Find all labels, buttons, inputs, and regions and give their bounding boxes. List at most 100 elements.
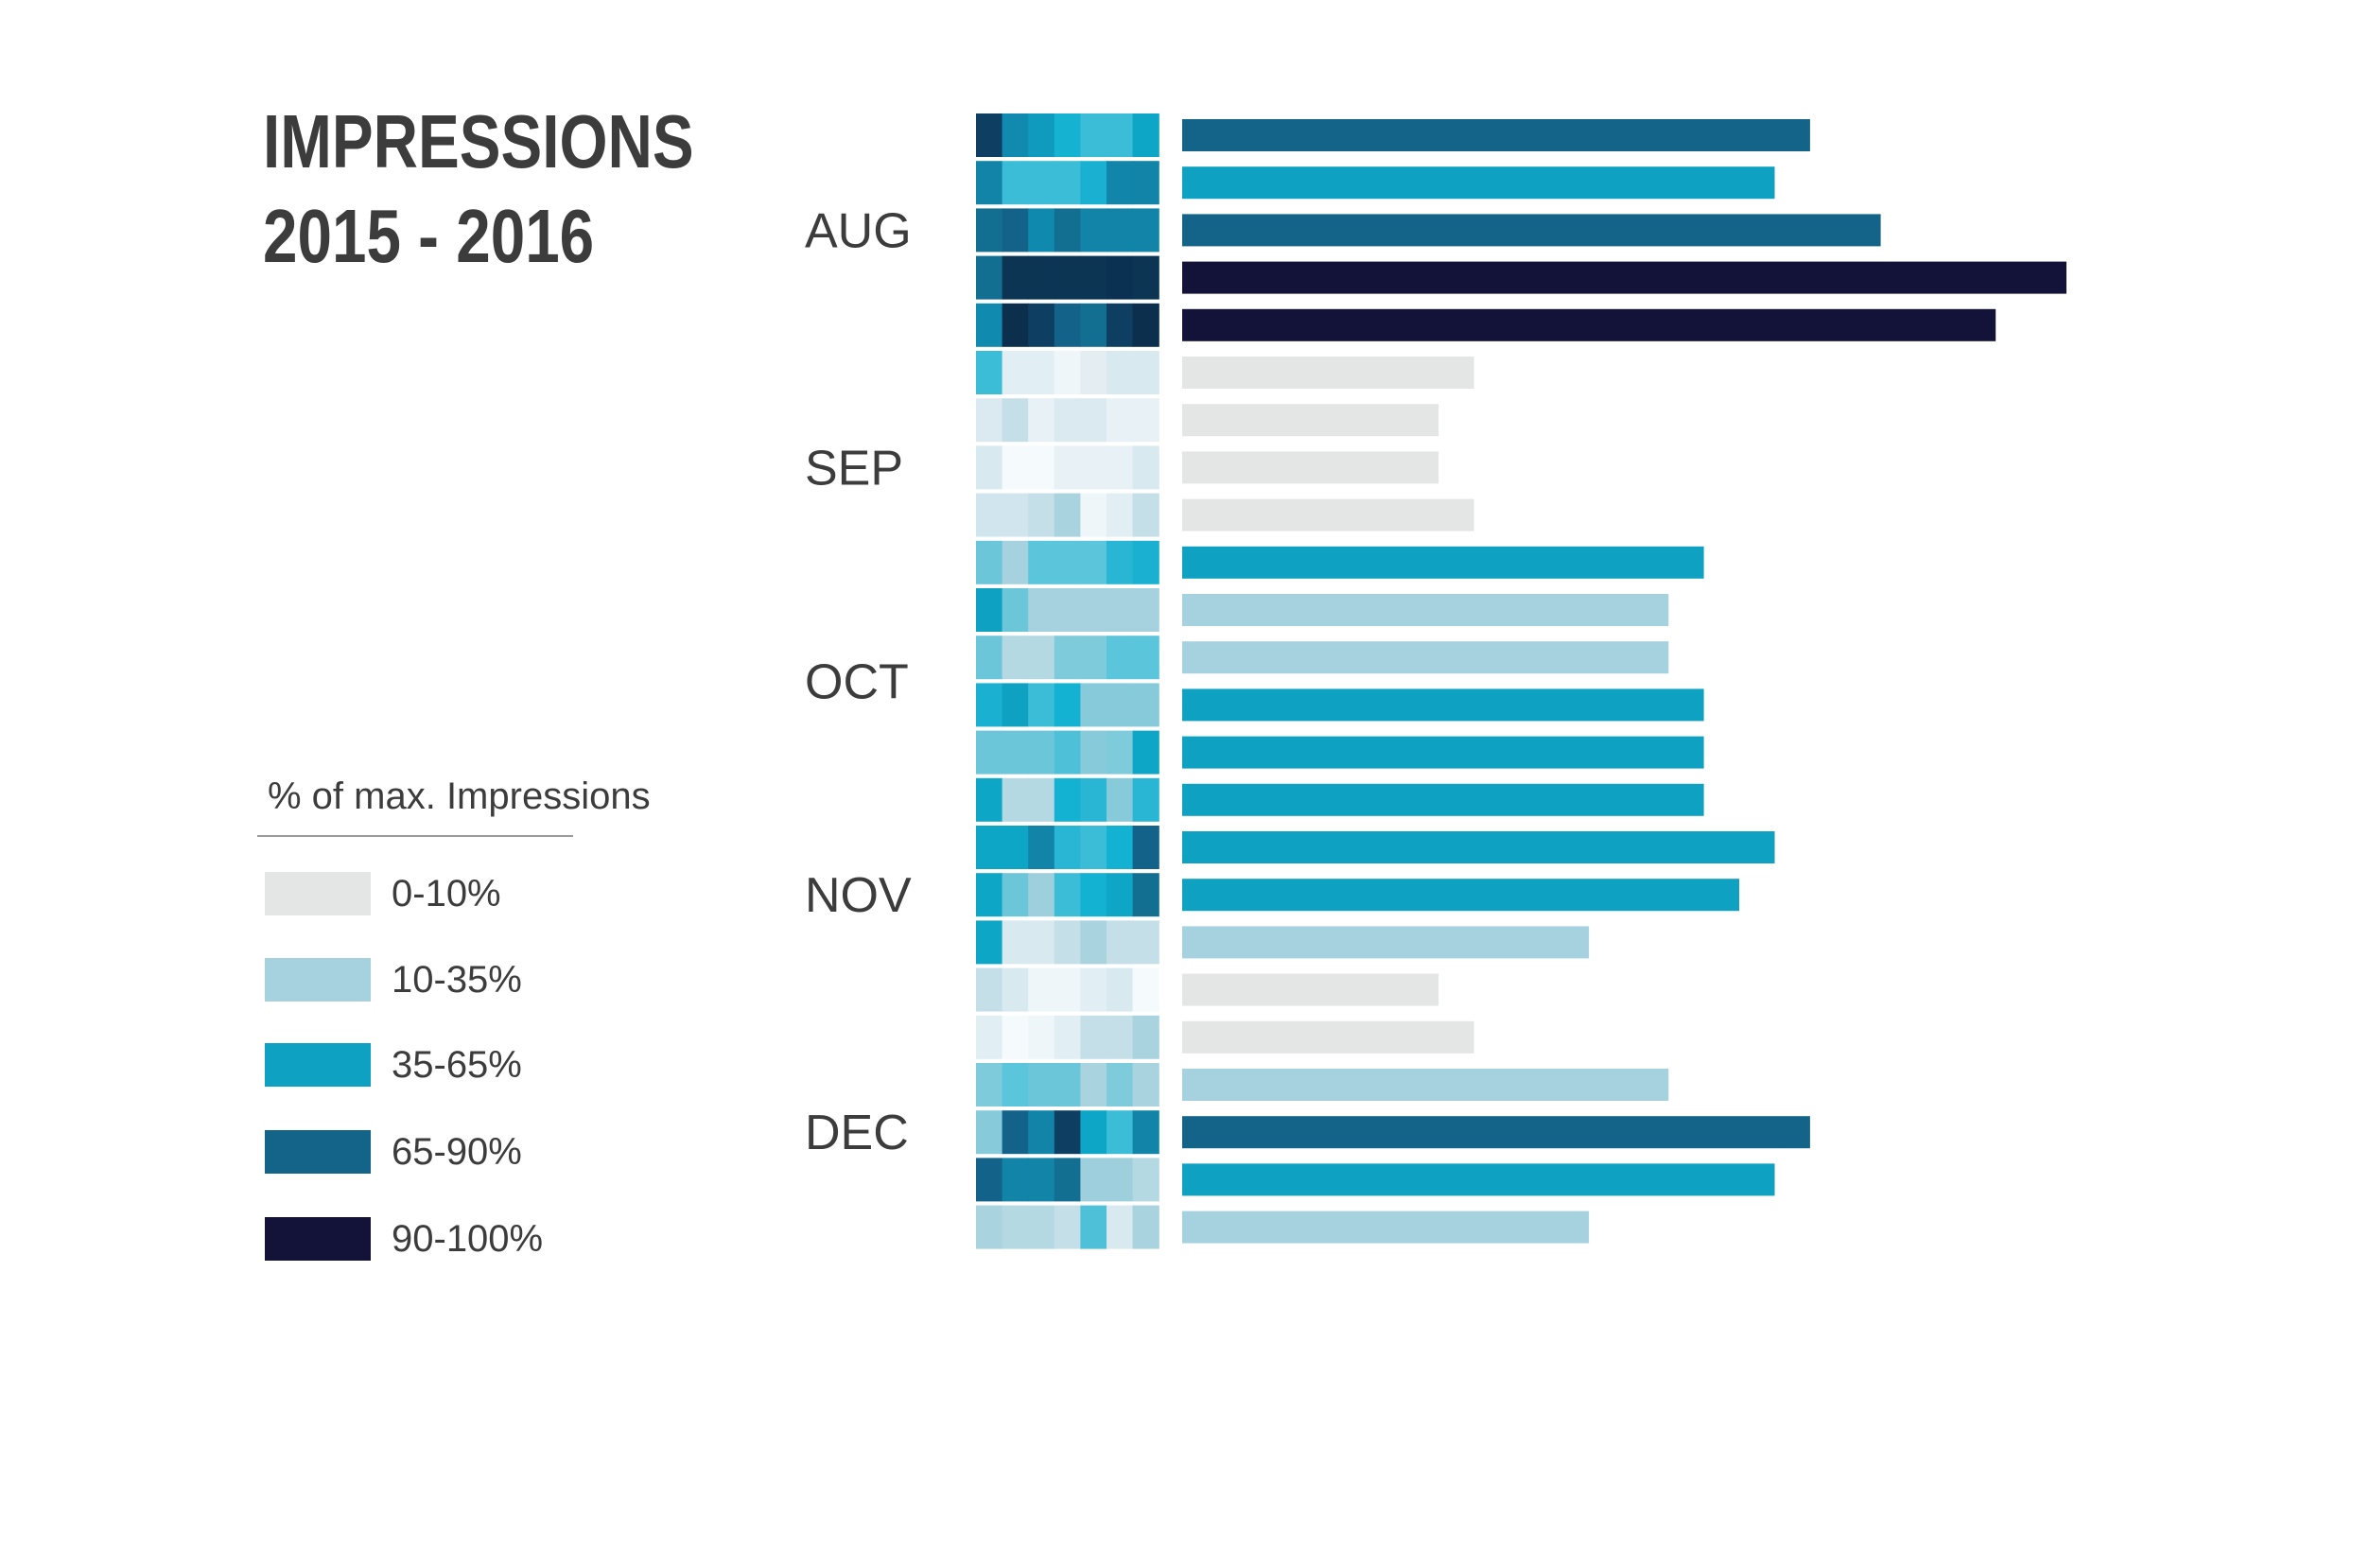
chart-title-line1: IMPRESSIONS [263,99,694,183]
heatmap-cell [1107,873,1134,917]
heatmap-cell [976,636,1003,680]
heatmap-cell [1028,445,1055,490]
heatmap-cell [1107,730,1134,775]
heatmap-cell [1132,826,1159,869]
heatmap-cell [976,161,1003,205]
bar-dec-3 [1182,1116,1810,1149]
heatmap-cell [1028,730,1055,775]
heatmap-cell [1107,636,1134,680]
month-label-sep: SEP [805,441,903,496]
heatmap-cell [1080,777,1107,822]
heatmap-cell [976,1205,1003,1249]
heatmap-cell [976,777,1003,822]
heatmap-cell [1080,730,1107,775]
heatmap-cell [1132,1063,1159,1106]
heatmap-cell [1002,967,1029,1012]
heatmap-cell [1132,777,1159,822]
heatmap-cell [1080,1063,1107,1106]
heatmap-cell [1054,967,1081,1012]
heatmap-cell [1002,826,1029,869]
chart-title: IMPRESSIONS 2015 - 2016 [263,95,694,284]
heatmap-cell [1080,445,1107,490]
heatmap-cell [1080,540,1107,584]
heatmap-cell [1107,777,1134,822]
heatmap-cell [1132,161,1159,205]
bar-dec-1 [1182,1020,1474,1054]
heatmap-cell [1054,303,1081,347]
heatmap-cell [1107,1015,1134,1059]
bar-aug-2 [1182,166,1775,200]
heatmap-cell [1054,730,1081,775]
heatmap-cell [1132,113,1159,157]
heatmap-cell [1054,1158,1081,1202]
heatmap-cell [1054,398,1081,443]
heatmap-cell [1028,1205,1055,1249]
heatmap-cell [1080,208,1107,253]
heatmap-cell [976,1110,1003,1155]
heatmap-cell [1054,777,1081,822]
heatmap-cell [976,303,1003,347]
heatmap-cell [1002,493,1029,537]
heatmap-cell [1132,730,1159,775]
heatmap-cell [1132,1158,1159,1202]
bar-nov-4 [1182,926,1590,959]
heatmap-cell [1002,1158,1029,1202]
heatmap-cell [1054,920,1081,965]
heatmap-cell [1132,540,1159,584]
heatmap-cell [1028,540,1055,584]
heatmap-cell [976,255,1003,300]
heatmap-cell [976,398,1003,443]
heatmap-cell [976,826,1003,869]
heatmap-cell [1028,1110,1055,1155]
heatmap-cell [1132,1205,1159,1249]
heatmap-cell [1054,540,1081,584]
heatmap-cell [1002,255,1029,300]
bar-sep-5 [1182,546,1704,579]
month-label-aug: AUG [805,203,912,258]
heatmap-cell [1107,826,1134,869]
heatmap-cell [1054,161,1081,205]
heatmap-cell [1028,398,1055,443]
heatmap-cell [1132,398,1159,443]
heatmap-cell [1002,1205,1029,1249]
heatmap-cell [1107,398,1134,443]
bar-sep-3 [1182,451,1439,484]
heatmap-cell [976,493,1003,537]
heatmap-cell [1002,920,1029,965]
heatmap-cell [1080,1110,1107,1155]
heatmap-cell [1107,540,1134,584]
heatmap-cell [1132,873,1159,917]
heatmap-cell [1054,636,1081,680]
heatmap-cell [1107,351,1134,394]
heatmap-cell [1002,208,1029,253]
heatmap-cell [1028,255,1055,300]
heatmap-cell [1080,1015,1107,1059]
heatmap-cell [1107,1063,1134,1106]
heatmap-cell [1132,445,1159,490]
heatmap-cell [1028,113,1055,157]
bar-aug-5 [1182,308,1996,341]
heatmap-cell [1028,683,1055,727]
heatmap-cell [1002,398,1029,443]
heatmap-cell [1028,493,1055,537]
heatmap-cell [1054,351,1081,394]
bar-nov-1 [1182,783,1704,816]
chart-title-line2: 2015 - 2016 [263,194,595,278]
heatmap-cell [1107,1158,1134,1202]
bar-oct-3 [1182,688,1704,722]
heatmap-cell [1080,636,1107,680]
heatmap-cell [1080,1205,1107,1249]
bar-nov-2 [1182,831,1775,863]
heatmap-cell [1080,493,1107,537]
heatmap-cell [1107,113,1134,157]
heatmap-cell [1107,208,1134,253]
heatmap-cell [1107,920,1134,965]
heatmap-cell [1054,1063,1081,1106]
heatmap-cell [976,730,1003,775]
heatmap-cell [976,920,1003,965]
bar-dec-5 [1182,1211,1590,1244]
heatmap-cell [1107,683,1134,727]
heatmap-cell [1028,967,1055,1012]
heatmap-cell [1132,1110,1159,1155]
